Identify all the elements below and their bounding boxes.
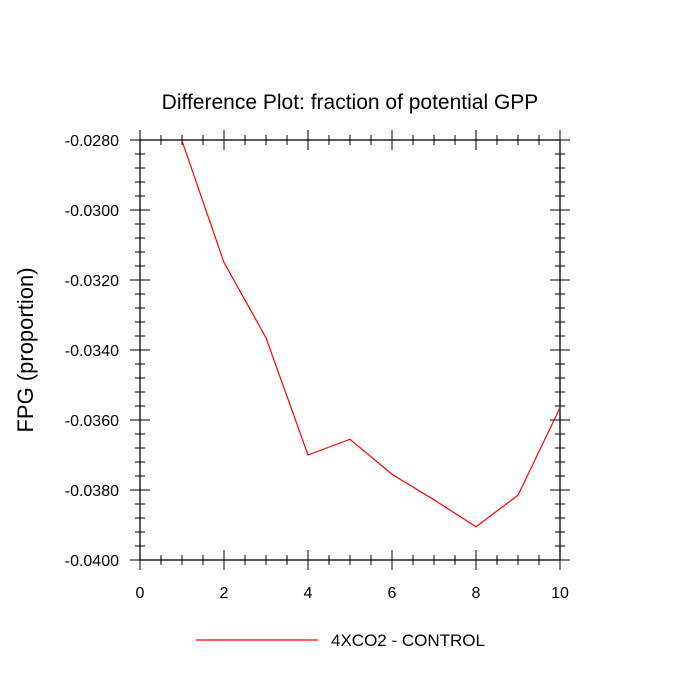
axis-ticks — [130, 130, 570, 570]
y-tick-label: -0.0300 — [65, 203, 119, 220]
y-tick-label: -0.0380 — [65, 483, 119, 500]
x-tick-label: 8 — [472, 585, 481, 602]
x-tick-label: 4 — [304, 585, 313, 602]
y-tick-label: -0.0320 — [65, 273, 119, 290]
y-tick-label: -0.0400 — [65, 553, 119, 570]
y-tick-label: -0.0360 — [65, 413, 119, 430]
x-tick-label: 2 — [220, 585, 229, 602]
chart-title: Difference Plot: fraction of potential G… — [162, 91, 539, 114]
y-tick-label: -0.0280 — [65, 133, 119, 150]
x-tick-label: 0 — [136, 585, 145, 602]
x-tick-label: 6 — [388, 585, 397, 602]
series-line — [181, 140, 561, 528]
x-tick-label: 10 — [551, 585, 569, 602]
y-axis-label: FPG (proportion) — [13, 267, 38, 432]
legend: 4XCO2 - CONTROL — [196, 631, 485, 650]
axis-tick-labels: 0 2 4 6 8 10 -0.0400 -0.0380 -0.0360 -0.0340 -0.03… — [65, 133, 569, 602]
series-group — [181, 140, 561, 528]
legend-label: 4XCO2 - CONTROL — [331, 631, 485, 650]
y-tick-label: -0.0340 — [65, 343, 119, 360]
